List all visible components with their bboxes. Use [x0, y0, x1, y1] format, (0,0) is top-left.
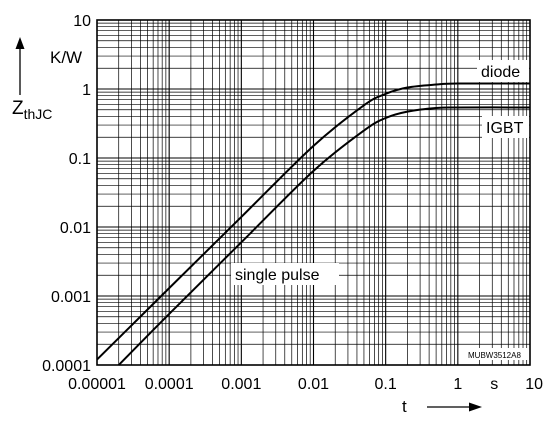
diode-label-bg [477, 60, 529, 82]
code-label-bg [466, 348, 529, 360]
single-pulse-label: single pulse [235, 267, 320, 284]
y-axis-arrow-head [15, 37, 25, 49]
x-axis-arrow-head [469, 402, 482, 412]
y-tick-labels: 10 1 0.1 0.01 0.001 0.0001 [42, 13, 91, 375]
x-tick-label: 0.01 [298, 376, 329, 393]
y-tick-label: 10 [73, 13, 91, 30]
igbt-series-label: IGBT [486, 120, 524, 137]
grid [97, 20, 530, 365]
x-tick-label: 0.001 [221, 376, 261, 393]
plot-frame [96, 19, 531, 366]
diode-series-label: diode [481, 64, 520, 81]
y-tick-label: 0.001 [51, 289, 91, 306]
y-tick-label: 0.1 [69, 151, 91, 168]
series-line-diode [96, 82, 531, 361]
x-tick-label: 0.1 [375, 376, 397, 393]
y-tick-label: 0.0001 [42, 358, 91, 375]
x-axis-label: t [402, 397, 407, 416]
x-unit-label: s [490, 376, 498, 393]
x-tick-label: 10 [525, 376, 543, 393]
x-tick-label: 0.00001 [68, 376, 126, 393]
x-tick-labels: 0.00001 0.0001 0.001 0.01 0.1 1 10 s [68, 376, 543, 393]
x-tick-label: 1 [453, 376, 462, 393]
y-axis-label-main: Z [12, 98, 24, 119]
single-pulse-label-bg [231, 263, 339, 285]
y-axis-label: ZthJC [12, 98, 52, 122]
y-axis-label-sub: thJC [24, 106, 53, 122]
figure-code-label: MUBW3512A8 [468, 351, 521, 360]
series-line-igbt [118, 106, 531, 366]
y-tick-label: 0.01 [60, 220, 91, 237]
x-tick-label: 0.0001 [145, 376, 194, 393]
y-tick-label: 1 [82, 82, 91, 99]
y-unit-label: K/W [50, 48, 82, 67]
igbt-label-bg [482, 116, 529, 138]
curves [96, 82, 531, 366]
